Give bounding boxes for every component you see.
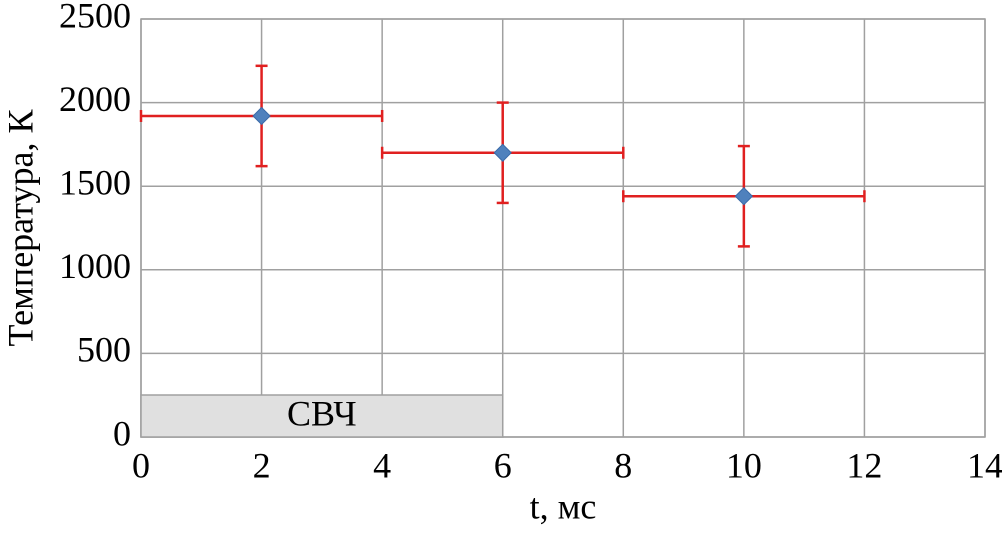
x-tick-label: 2 [253,445,271,485]
x-tick-label: 8 [614,445,632,485]
y-tick-label: 1000 [59,246,131,286]
y-tick-label: 500 [77,330,131,370]
x-tick-label: 12 [846,445,882,485]
span-region [140,394,504,438]
plot-border [140,18,986,438]
y-tick-label: 2500 [59,0,131,35]
x-tick-label: 4 [373,445,391,485]
point [252,106,271,126]
x-axis-label: t, мс [530,486,597,526]
span-label: СВЧ [287,393,357,433]
y-axis-label: Температура, К [0,109,40,347]
x-tick-label: 10 [726,445,762,485]
x-tick-label: 14 [967,445,1002,485]
point [734,187,754,206]
y-tick-label: 1500 [59,162,131,202]
y-tick-label: 2000 [59,79,131,119]
y-tick-label: 0 [113,413,131,453]
point [493,143,512,162]
x-tick-label: 0 [132,445,150,485]
x-tick-label: 6 [494,445,512,485]
